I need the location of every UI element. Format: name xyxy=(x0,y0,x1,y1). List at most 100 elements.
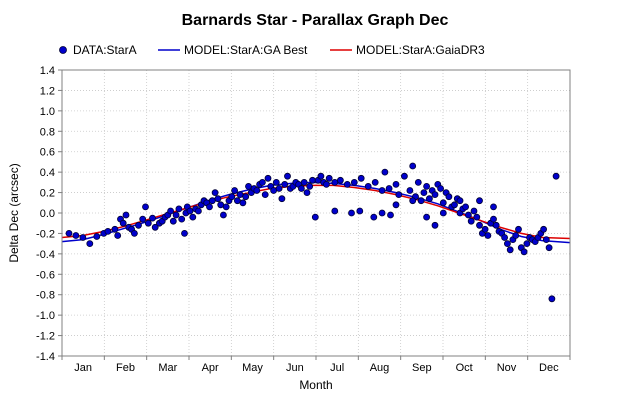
data-point xyxy=(506,246,514,254)
data-point xyxy=(464,211,472,219)
data-point xyxy=(144,219,152,227)
data-point xyxy=(208,197,216,205)
data-point xyxy=(385,185,393,192)
data-point xyxy=(357,174,365,182)
data-point xyxy=(186,207,194,215)
data-point xyxy=(515,225,522,233)
data-point xyxy=(439,199,447,207)
y-tick-label: -0.2 xyxy=(36,228,55,240)
data-point xyxy=(476,221,483,229)
data-point xyxy=(79,234,87,241)
data-point xyxy=(211,189,219,197)
data-point xyxy=(350,178,358,186)
data-point xyxy=(552,172,560,180)
data-point xyxy=(451,201,458,209)
data-point xyxy=(456,197,464,205)
data-point xyxy=(245,182,252,190)
data-point xyxy=(151,223,159,231)
data-point xyxy=(431,191,439,199)
x-tick-label: Oct xyxy=(456,362,473,374)
data-point xyxy=(242,193,250,201)
data-point xyxy=(370,213,378,221)
data-point xyxy=(423,213,431,221)
data-point xyxy=(135,221,142,229)
x-tick-label: Aug xyxy=(370,362,390,374)
data-point xyxy=(72,232,80,239)
data-point xyxy=(409,197,417,205)
x-tick-label: Sep xyxy=(412,362,432,374)
data-point xyxy=(239,199,247,207)
y-tick-label: 1.4 xyxy=(40,65,55,77)
y-tick-label: 0.0 xyxy=(40,208,55,220)
x-tick-label: Nov xyxy=(497,362,517,374)
data-point xyxy=(356,207,364,215)
data-point xyxy=(414,178,422,186)
x-tick-label: May xyxy=(242,362,263,374)
data-point xyxy=(467,217,475,225)
data-point xyxy=(303,189,311,197)
data-point xyxy=(503,240,511,248)
data-point xyxy=(462,203,470,211)
data-point xyxy=(490,215,497,223)
data-point xyxy=(490,203,497,211)
data-point xyxy=(86,240,94,248)
data-point xyxy=(395,191,403,199)
data-point xyxy=(331,207,339,215)
data-point xyxy=(371,178,379,186)
data-point xyxy=(520,248,528,256)
data-point xyxy=(142,203,149,211)
x-axis-ticks: Jan Feb Mar Apr May Jun Jul Aug Sep Oct Nov Dec xyxy=(61,356,571,374)
data-point xyxy=(300,178,308,186)
data-point xyxy=(540,225,547,233)
data-point xyxy=(194,207,202,215)
data-point xyxy=(348,209,355,217)
x-tick-label: Apr xyxy=(202,362,219,374)
y-axis-ticks: 1.4 1.2 1.0 0.8 0.6 0.4 0.2 0.0 -0.2 -0.4 -0.6 -0.8… xyxy=(36,65,62,363)
data-point xyxy=(420,189,428,197)
y-tick-label: -0.6 xyxy=(36,269,55,281)
data-point xyxy=(336,176,344,184)
data-point xyxy=(392,201,400,209)
data-point xyxy=(392,180,400,188)
x-tick-label: Jan xyxy=(74,362,92,374)
data-point xyxy=(275,185,283,192)
y-tick-label: -1.0 xyxy=(36,310,55,322)
data-point xyxy=(309,176,316,184)
x-tick-label: Jun xyxy=(286,362,304,374)
data-point xyxy=(425,195,433,203)
data-point xyxy=(139,215,147,223)
data-point xyxy=(222,203,230,211)
data-point xyxy=(439,209,447,217)
data-point xyxy=(65,229,73,237)
legend-marker-data xyxy=(59,46,67,54)
data-point xyxy=(253,187,261,194)
data-point xyxy=(119,219,127,227)
data-point xyxy=(381,168,389,176)
data-point xyxy=(317,172,325,180)
legend-label-best: MODEL:StarA:GA Best xyxy=(184,43,308,57)
data-point xyxy=(417,197,425,205)
data-point xyxy=(409,162,417,170)
data-point xyxy=(311,213,319,221)
data-point xyxy=(542,236,550,244)
data-point xyxy=(387,211,394,219)
data-point xyxy=(261,191,269,199)
legend: DATA:StarA MODEL:StarA:GA Best MODEL:Sta… xyxy=(59,43,485,57)
data-point xyxy=(206,203,213,211)
x-tick-label: Feb xyxy=(116,362,135,374)
data-point xyxy=(406,187,414,194)
data-point xyxy=(172,211,180,219)
data-point xyxy=(501,234,509,241)
data-point xyxy=(111,225,119,233)
data-point xyxy=(400,172,408,180)
data-point xyxy=(93,233,101,240)
data-point xyxy=(258,178,266,186)
y-tick-label: 0.4 xyxy=(40,167,55,179)
data-points xyxy=(65,162,560,303)
data-point xyxy=(231,187,239,194)
chart-title: Barnards Star - Parallax Graph Dec xyxy=(182,12,449,29)
data-point xyxy=(523,240,531,248)
data-point xyxy=(378,209,386,217)
data-point xyxy=(167,207,175,215)
